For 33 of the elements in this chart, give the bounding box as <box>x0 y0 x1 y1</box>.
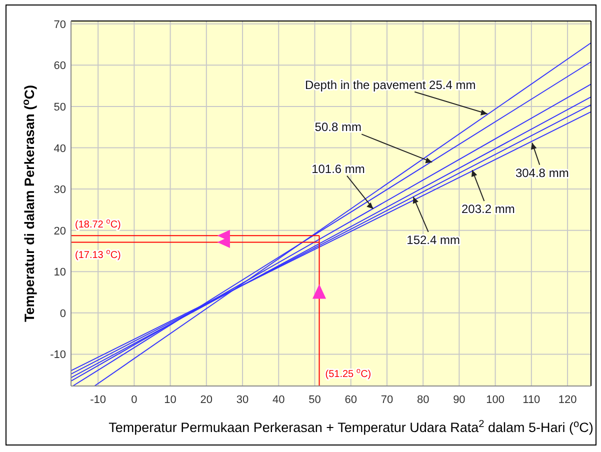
annotation: (17.13 $^{o}$C) <box>75 246 121 262</box>
x-tick-label: 10 <box>164 394 176 406</box>
x-tick-label: 50 <box>308 394 321 406</box>
x-tick-label: 120 <box>558 394 577 406</box>
annotation: 152.4 mm <box>406 232 460 247</box>
y-tick-label: 20 <box>54 225 66 238</box>
x-tick-label: 60 <box>344 394 357 406</box>
x-axis-title: Temperatur Permukaan Perkerasan + Temperatur Udara Rata$^{2}$ dalam 5-Hari ($^{o}$C) <box>108 418 594 435</box>
x-tick-label: -10 <box>90 394 106 406</box>
annotation: 203.2 mm <box>462 202 515 216</box>
x-tick-label: 110 <box>522 394 540 406</box>
y-tick-label: 0 <box>60 308 66 320</box>
x-tick-label: 30 <box>236 394 249 406</box>
y-tick-label: 50 <box>54 101 66 114</box>
x-tick-label: 90 <box>453 394 466 406</box>
x-tick-label: 20 <box>200 394 213 406</box>
x-tick-label: 40 <box>272 394 285 406</box>
y-tick-label: 60 <box>54 60 66 72</box>
x-tick-label: 70 <box>380 394 394 406</box>
x-tick-label: 100 <box>486 394 504 406</box>
y-tick-label: 30 <box>54 184 66 196</box>
y-tick-label: -10 <box>50 349 66 362</box>
y-tick-label: 70 <box>54 18 66 31</box>
annotation: Depth in the pavement 25.4 mm <box>304 78 476 92</box>
annotation: 101.6 mm <box>312 162 365 176</box>
x-tick-label: 0 <box>131 394 138 406</box>
y-tick-label: 40 <box>54 142 66 155</box>
annotation: (51.25 $^{o}$C) <box>325 366 372 380</box>
annotation: 304.8 mm <box>515 166 569 180</box>
annotation: 50.8 mm <box>314 120 362 134</box>
y-tick-label: 10 <box>54 266 66 279</box>
annotation: (18.72 $^{o}$C) <box>75 216 121 231</box>
x-tick-label: 80 <box>416 394 430 406</box>
